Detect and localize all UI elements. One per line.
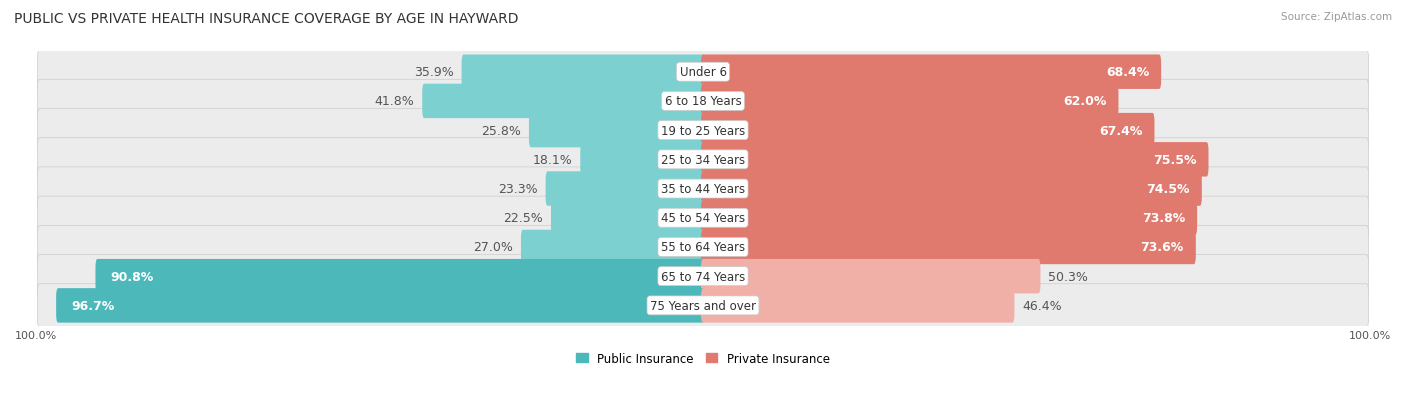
Text: 35.9%: 35.9% <box>413 66 454 79</box>
Text: 27.0%: 27.0% <box>472 241 513 254</box>
Text: 22.5%: 22.5% <box>503 212 543 225</box>
FancyBboxPatch shape <box>38 168 1368 211</box>
Text: 18.1%: 18.1% <box>533 154 572 166</box>
Text: 75.5%: 75.5% <box>1153 154 1197 166</box>
FancyBboxPatch shape <box>96 259 704 294</box>
FancyBboxPatch shape <box>38 197 1368 240</box>
FancyBboxPatch shape <box>702 230 1197 265</box>
Text: 19 to 25 Years: 19 to 25 Years <box>661 124 745 137</box>
Text: 25 to 34 Years: 25 to 34 Years <box>661 154 745 166</box>
Text: 46.4%: 46.4% <box>1022 299 1062 312</box>
FancyBboxPatch shape <box>702 114 1154 148</box>
FancyBboxPatch shape <box>38 284 1368 327</box>
FancyBboxPatch shape <box>461 55 704 90</box>
FancyBboxPatch shape <box>422 85 704 119</box>
Text: 75 Years and over: 75 Years and over <box>650 299 756 312</box>
FancyBboxPatch shape <box>38 255 1368 298</box>
FancyBboxPatch shape <box>38 80 1368 123</box>
FancyBboxPatch shape <box>38 138 1368 181</box>
Text: 35 to 44 Years: 35 to 44 Years <box>661 183 745 196</box>
FancyBboxPatch shape <box>702 85 1118 119</box>
Text: 73.6%: 73.6% <box>1140 241 1184 254</box>
FancyBboxPatch shape <box>546 172 704 206</box>
Text: 73.8%: 73.8% <box>1142 212 1185 225</box>
Text: PUBLIC VS PRIVATE HEALTH INSURANCE COVERAGE BY AGE IN HAYWARD: PUBLIC VS PRIVATE HEALTH INSURANCE COVER… <box>14 12 519 26</box>
FancyBboxPatch shape <box>529 114 704 148</box>
Text: 25.8%: 25.8% <box>481 124 522 137</box>
FancyBboxPatch shape <box>56 288 704 323</box>
Legend: Public Insurance, Private Insurance: Public Insurance, Private Insurance <box>571 347 835 370</box>
Text: 45 to 54 Years: 45 to 54 Years <box>661 212 745 225</box>
Text: 55 to 64 Years: 55 to 64 Years <box>661 241 745 254</box>
FancyBboxPatch shape <box>581 143 704 177</box>
FancyBboxPatch shape <box>551 201 704 235</box>
Text: 62.0%: 62.0% <box>1063 95 1107 108</box>
FancyBboxPatch shape <box>702 259 1040 294</box>
Text: 65 to 74 Years: 65 to 74 Years <box>661 270 745 283</box>
FancyBboxPatch shape <box>38 226 1368 269</box>
FancyBboxPatch shape <box>702 288 1015 323</box>
FancyBboxPatch shape <box>702 143 1209 177</box>
FancyBboxPatch shape <box>38 51 1368 94</box>
FancyBboxPatch shape <box>702 201 1197 235</box>
Text: 74.5%: 74.5% <box>1146 183 1189 196</box>
Text: 6 to 18 Years: 6 to 18 Years <box>665 95 741 108</box>
Text: 41.8%: 41.8% <box>374 95 415 108</box>
FancyBboxPatch shape <box>702 172 1202 206</box>
FancyBboxPatch shape <box>522 230 704 265</box>
Text: Source: ZipAtlas.com: Source: ZipAtlas.com <box>1281 12 1392 22</box>
Text: 67.4%: 67.4% <box>1099 124 1143 137</box>
Text: 68.4%: 68.4% <box>1107 66 1149 79</box>
Text: 23.3%: 23.3% <box>498 183 537 196</box>
Text: 50.3%: 50.3% <box>1049 270 1088 283</box>
Text: 90.8%: 90.8% <box>111 270 155 283</box>
FancyBboxPatch shape <box>38 109 1368 152</box>
Text: Under 6: Under 6 <box>679 66 727 79</box>
Text: 96.7%: 96.7% <box>72 299 115 312</box>
FancyBboxPatch shape <box>702 55 1161 90</box>
